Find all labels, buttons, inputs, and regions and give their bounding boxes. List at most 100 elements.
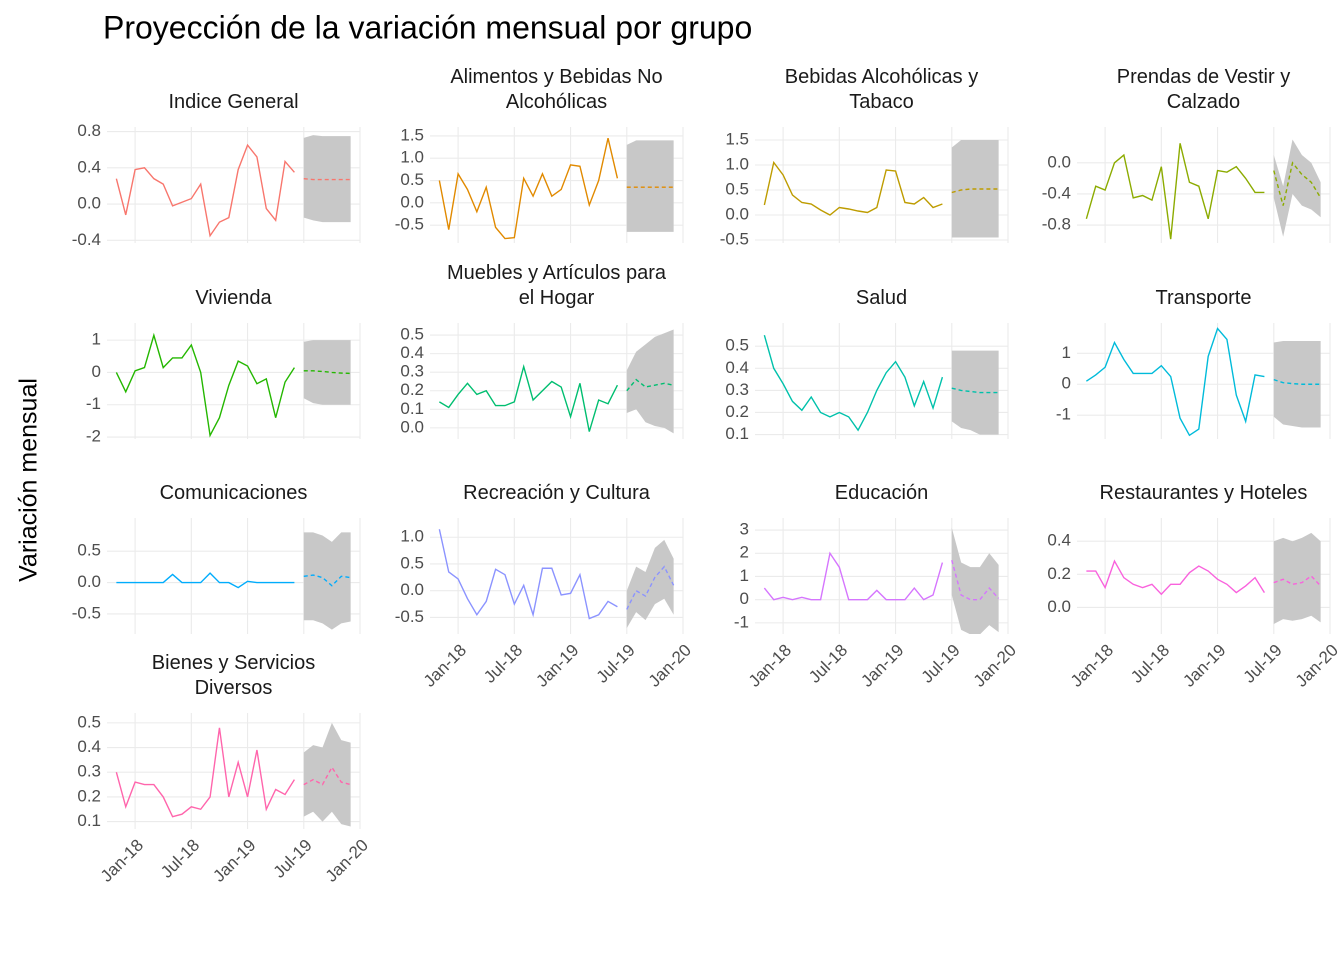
panel-title: Muebles y Artículos para el Hogar <box>447 262 666 309</box>
plot-area <box>115 332 351 438</box>
y-tick-label: 0.1 <box>400 399 424 418</box>
y-tick-label: 0.0 <box>725 204 749 223</box>
panel-title: Prendas de Vestir y Calzado <box>1116 66 1291 113</box>
y-tick-label: 0.2 <box>725 402 749 421</box>
chart-title: Proyección de la variación mensual por g… <box>103 9 752 45</box>
x-tick-label: Jan-20 <box>970 641 1020 691</box>
panel-title: Educación <box>834 482 929 504</box>
y-tick-label: 0.0 <box>400 192 424 211</box>
history-line <box>763 160 943 216</box>
x-tick-label: Jan-18 <box>420 641 470 691</box>
y-tick-label: 0 <box>740 589 749 608</box>
y-tick-label: 0.5 <box>725 336 749 355</box>
plot-area <box>116 532 351 630</box>
x-tick-label: Jan-20 <box>645 641 695 691</box>
plot-area <box>115 722 351 827</box>
history-line <box>1085 143 1265 240</box>
y-tick-label: 1.0 <box>725 154 749 173</box>
panel-title: Alimentos y Bebidas No Alcohólicas <box>450 66 663 113</box>
y-tick-label: 0.5 <box>400 553 424 572</box>
panel: Jan-18 Jul-18 Jan-19 Jul-19 Jan-20 -0.5 0.0 0.5… <box>395 518 695 691</box>
panel: -0.4 0.0 0.4 0.8 <box>72 121 361 249</box>
history-line <box>115 332 295 438</box>
y-tick-label: 1.5 <box>400 125 424 144</box>
y-tick-label: 0.4 <box>400 343 424 362</box>
forecast-line <box>1273 378 1321 385</box>
y-tick-label: 2 <box>740 543 749 562</box>
panel: 0.1 0.2 0.3 0.4 0.5 <box>725 323 1009 443</box>
panel-title: Indice General <box>168 91 299 113</box>
forecast-line <box>1273 575 1322 587</box>
y-tick-label: 0.5 <box>400 325 424 344</box>
plot-area <box>763 140 999 238</box>
y-tick-label: 1 <box>1062 343 1071 362</box>
x-tick-label: Jan-19 <box>1179 641 1229 691</box>
y-tick-label: 0.5 <box>77 541 101 560</box>
panel: Jan-18 Jul-18 Jan-19 Jul-19 Jan-20 0.0 0.2 0.4 <box>1047 518 1342 691</box>
y-tick-label: 0.2 <box>400 380 424 399</box>
y-tick-label: -0.8 <box>1042 215 1071 234</box>
forecast-line <box>951 387 999 394</box>
x-tick-label: Jul-18 <box>480 641 526 687</box>
y-tick-label: -0.5 <box>720 229 749 248</box>
panel: -0.5 0.0 0.5 1.0 1.5 <box>720 127 1009 248</box>
y-tick-label: -1 <box>734 612 749 631</box>
y-tick-label: 0.5 <box>400 170 424 189</box>
x-tick-label: Jan-19 <box>209 836 259 886</box>
y-tick-label: -2 <box>86 427 101 446</box>
x-tick-label: Jul-18 <box>1127 641 1173 687</box>
y-tick-label: 0.2 <box>1047 564 1071 583</box>
panel-title: Bebidas Alcohólicas y Tabaco <box>784 66 979 113</box>
panel-title: Salud <box>855 287 908 309</box>
plot-area <box>763 334 999 435</box>
y-tick-label: 0.0 <box>400 580 424 599</box>
y-tick-label: 1.0 <box>400 527 424 546</box>
history-line <box>1086 559 1266 596</box>
y-tick-label: 0.1 <box>725 424 749 443</box>
y-tick-label: -0.4 <box>1042 183 1071 202</box>
history-line <box>116 572 295 589</box>
y-tick-label: 0.4 <box>725 358 749 377</box>
y-tick-label: 0.5 <box>77 712 101 731</box>
forecast-line <box>951 560 1000 601</box>
x-tick-label: Jan-18 <box>745 641 795 691</box>
panel: -1 0 1 <box>1056 323 1331 439</box>
panel-title: Vivienda <box>195 287 272 309</box>
y-tick-label: 0.0 <box>400 417 424 436</box>
y-tick-label: 0 <box>92 362 101 381</box>
x-tick-label: Jan-20 <box>1292 641 1342 691</box>
panel: -0.8 -0.4 0.0 <box>1042 127 1331 243</box>
y-tick-label: 0.3 <box>77 762 101 781</box>
y-tick-label: 0.0 <box>77 194 101 213</box>
panel-title: Restaurantes y Hoteles <box>1099 482 1308 504</box>
panel-title: Transporte <box>1155 287 1252 309</box>
forecast-band <box>951 527 999 634</box>
panel: Jan-18 Jul-18 Jan-19 Jul-19 Jan-20 -1 0 1 2 3 <box>734 518 1020 691</box>
y-tick-label: -0.4 <box>72 230 101 249</box>
y-tick-label: 0.4 <box>77 737 101 756</box>
panel: 0.00.10.20.30.40.5 <box>400 323 684 439</box>
y-tick-label: -0.5 <box>72 603 101 622</box>
y-tick-label: -0.5 <box>395 607 424 626</box>
x-tick-label: Jul-19 <box>1240 641 1286 687</box>
x-tick-label: Jan-19 <box>532 641 582 691</box>
y-tick-label: 0.2 <box>77 786 101 805</box>
y-tick-label: 0.4 <box>1047 531 1071 550</box>
plot-area <box>1085 139 1322 240</box>
plot-area <box>763 527 1000 634</box>
forecast-band <box>626 539 674 629</box>
panel: -2 -1 0 1 <box>86 323 361 446</box>
forecast-band <box>626 329 674 434</box>
forecast-line <box>626 378 674 392</box>
history-line <box>763 334 944 432</box>
forecast-line <box>626 565 675 610</box>
y-tick-label: -1 <box>86 394 101 413</box>
plot-area <box>438 137 674 240</box>
y-tick-label: 0.4 <box>77 157 101 176</box>
y-tick-label: 0.3 <box>725 380 749 399</box>
y-tick-label: 1.5 <box>725 129 749 148</box>
y-tick-label: 0.1 <box>77 811 101 830</box>
forecast-band <box>1273 532 1321 625</box>
